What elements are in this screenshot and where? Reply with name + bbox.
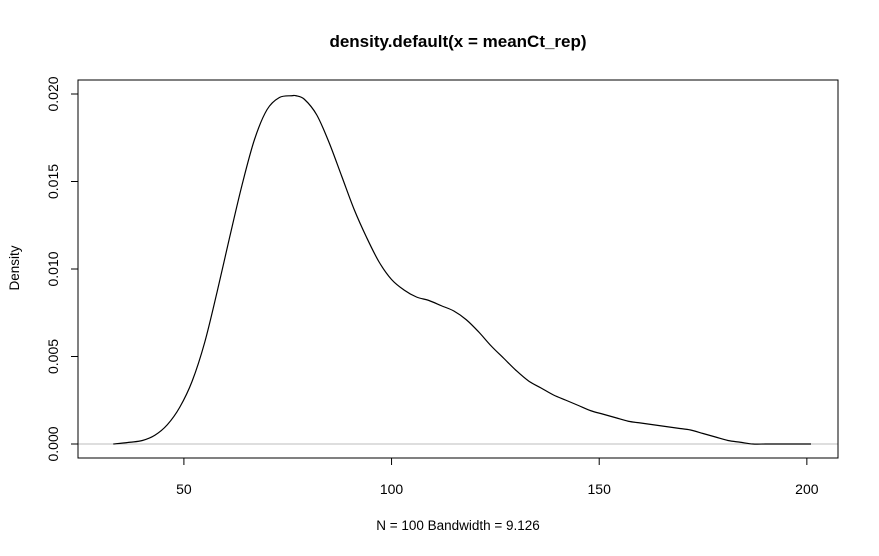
y-tick-label: 0.020 bbox=[45, 76, 61, 111]
x-axis: 50 100 150 200 bbox=[176, 457, 819, 497]
x-tick-label: 100 bbox=[380, 481, 404, 497]
plot-frame bbox=[77, 79, 839, 459]
x-tick-label: 150 bbox=[588, 481, 612, 497]
y-tick-label: 0.005 bbox=[45, 339, 61, 374]
y-axis: 0.000 0.005 0.010 0.015 0.020 bbox=[45, 76, 79, 462]
y-tick-label: 0.015 bbox=[45, 164, 61, 199]
density-curve bbox=[113, 94, 812, 445]
chart-title: density.default(x = meanCt_rep) bbox=[329, 32, 586, 51]
x-axis-label: N = 100 Bandwidth = 9.126 bbox=[376, 518, 540, 533]
plot-region bbox=[77, 79, 839, 459]
y-axis-label: Density bbox=[7, 245, 22, 290]
y-tick-label: 0.010 bbox=[45, 251, 61, 286]
x-tick-label: 50 bbox=[176, 481, 192, 497]
x-tick-label: 200 bbox=[795, 481, 819, 497]
y-tick-label: 0.000 bbox=[45, 426, 61, 461]
